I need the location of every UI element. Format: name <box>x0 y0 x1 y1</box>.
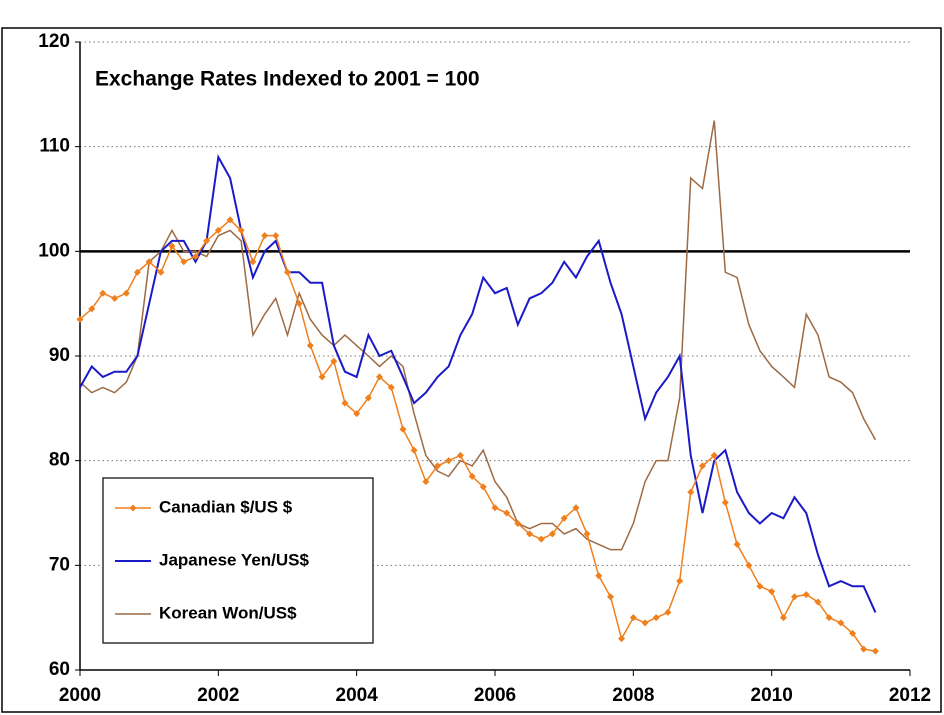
marker <box>157 268 165 276</box>
marker <box>676 577 684 585</box>
marker <box>422 478 430 486</box>
marker <box>284 268 291 276</box>
marker <box>133 268 141 276</box>
marker <box>814 598 822 606</box>
y-tick-label: 80 <box>49 450 70 471</box>
marker <box>122 289 130 297</box>
marker <box>491 504 499 512</box>
series-line <box>79 120 877 551</box>
marker <box>710 451 718 459</box>
marker <box>456 451 464 459</box>
series-line <box>79 218 876 652</box>
marker <box>261 232 269 240</box>
marker <box>180 258 188 266</box>
marker <box>192 253 200 261</box>
y-tick-label: 60 <box>49 659 70 680</box>
x-tick-label: 2006 <box>474 685 516 706</box>
marker <box>548 530 556 538</box>
marker <box>572 504 580 512</box>
x-tick-label: 2004 <box>336 685 379 706</box>
legend-marker <box>129 504 137 512</box>
marker <box>514 519 522 527</box>
marker <box>721 499 729 507</box>
y-tick-label: 120 <box>38 31 70 52</box>
marker <box>306 342 314 350</box>
legend-label: Canadian $/US $ <box>159 497 293 516</box>
marker <box>214 226 222 234</box>
x-tick-label: 2010 <box>751 685 793 706</box>
marker <box>445 457 453 465</box>
marker <box>790 593 798 601</box>
marker <box>353 410 361 418</box>
marker <box>595 572 603 580</box>
marker <box>860 645 868 653</box>
marker <box>699 462 706 470</box>
y-tick-label: 110 <box>39 136 70 157</box>
x-tick-label: 2012 <box>889 685 931 706</box>
marker <box>745 561 753 569</box>
series-line <box>79 154 877 613</box>
y-tick-label: 90 <box>49 345 70 366</box>
marker <box>226 216 234 224</box>
marker <box>168 242 176 250</box>
marker <box>618 635 626 643</box>
legend-label: Korean Won/US$ <box>159 603 297 622</box>
y-tick-label: 100 <box>38 240 70 261</box>
marker <box>768 588 776 595</box>
marker <box>295 300 303 308</box>
x-tick-label: 2008 <box>612 685 654 706</box>
marker <box>88 305 96 313</box>
marker <box>272 232 280 240</box>
marker <box>318 373 326 381</box>
marker <box>410 446 418 454</box>
marker <box>479 483 487 491</box>
marker <box>503 509 511 517</box>
marker <box>364 394 372 402</box>
legend-label: Japanese Yen/US$ <box>159 550 309 569</box>
marker <box>641 619 649 627</box>
marker <box>825 614 833 622</box>
x-tick-label: 2002 <box>197 685 239 706</box>
marker <box>526 530 534 538</box>
marker <box>871 647 879 655</box>
marker <box>849 629 857 637</box>
marker <box>145 258 153 266</box>
marker <box>111 294 119 302</box>
marker <box>99 289 107 297</box>
marker <box>583 530 591 538</box>
marker <box>802 591 810 599</box>
marker <box>468 472 476 480</box>
marker <box>399 425 407 433</box>
marker <box>837 619 845 627</box>
marker <box>756 582 764 590</box>
y-tick-label: 70 <box>49 554 70 575</box>
marker <box>330 357 338 365</box>
marker <box>537 535 545 543</box>
marker <box>249 258 257 266</box>
marker <box>652 614 660 622</box>
marker <box>76 315 84 323</box>
annotation: Exchange Rates Indexed to 2001 = 100 <box>95 68 480 91</box>
marker <box>733 540 741 548</box>
marker <box>203 237 211 245</box>
marker <box>779 614 787 622</box>
marker <box>607 593 615 601</box>
marker <box>664 608 672 616</box>
marker <box>237 226 245 234</box>
marker <box>375 373 383 381</box>
marker <box>387 383 395 391</box>
marker <box>629 614 637 622</box>
marker <box>341 399 349 407</box>
marker <box>560 514 568 522</box>
x-tick-label: 2000 <box>59 685 101 706</box>
marker <box>434 462 442 470</box>
marker <box>687 488 695 496</box>
